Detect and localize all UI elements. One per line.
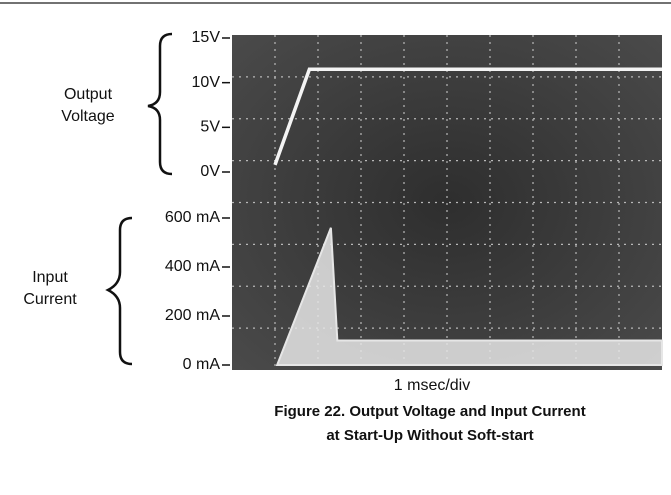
caption-line: at Start-Up Without Soft-start xyxy=(326,427,533,444)
x-axis-label: 1 msec/div xyxy=(394,377,470,394)
y-tick-label: 200 mA xyxy=(165,307,220,324)
y-tick-label: 600 mA xyxy=(165,209,220,226)
brace xyxy=(105,216,133,366)
y-tick-label: 0 mA xyxy=(183,356,221,373)
y-label-line: Current xyxy=(23,291,77,308)
y-tick-label: 15V xyxy=(192,29,221,46)
y-label-line: Output xyxy=(64,86,113,103)
y-label-line: Input xyxy=(32,269,68,286)
y-tick-label: 400 mA xyxy=(165,258,220,275)
caption-line: Figure 22. Output Voltage and Input Curr… xyxy=(274,403,585,420)
y-tick-label: 5V xyxy=(200,119,220,136)
brace xyxy=(147,32,173,176)
y-label-line: Voltage xyxy=(61,108,114,125)
voltage-trace xyxy=(273,67,662,166)
scope-grid xyxy=(232,35,662,370)
y-tick-label: 10V xyxy=(192,74,221,91)
y-tick-label: 0V xyxy=(200,163,220,180)
current-trace xyxy=(275,227,663,366)
